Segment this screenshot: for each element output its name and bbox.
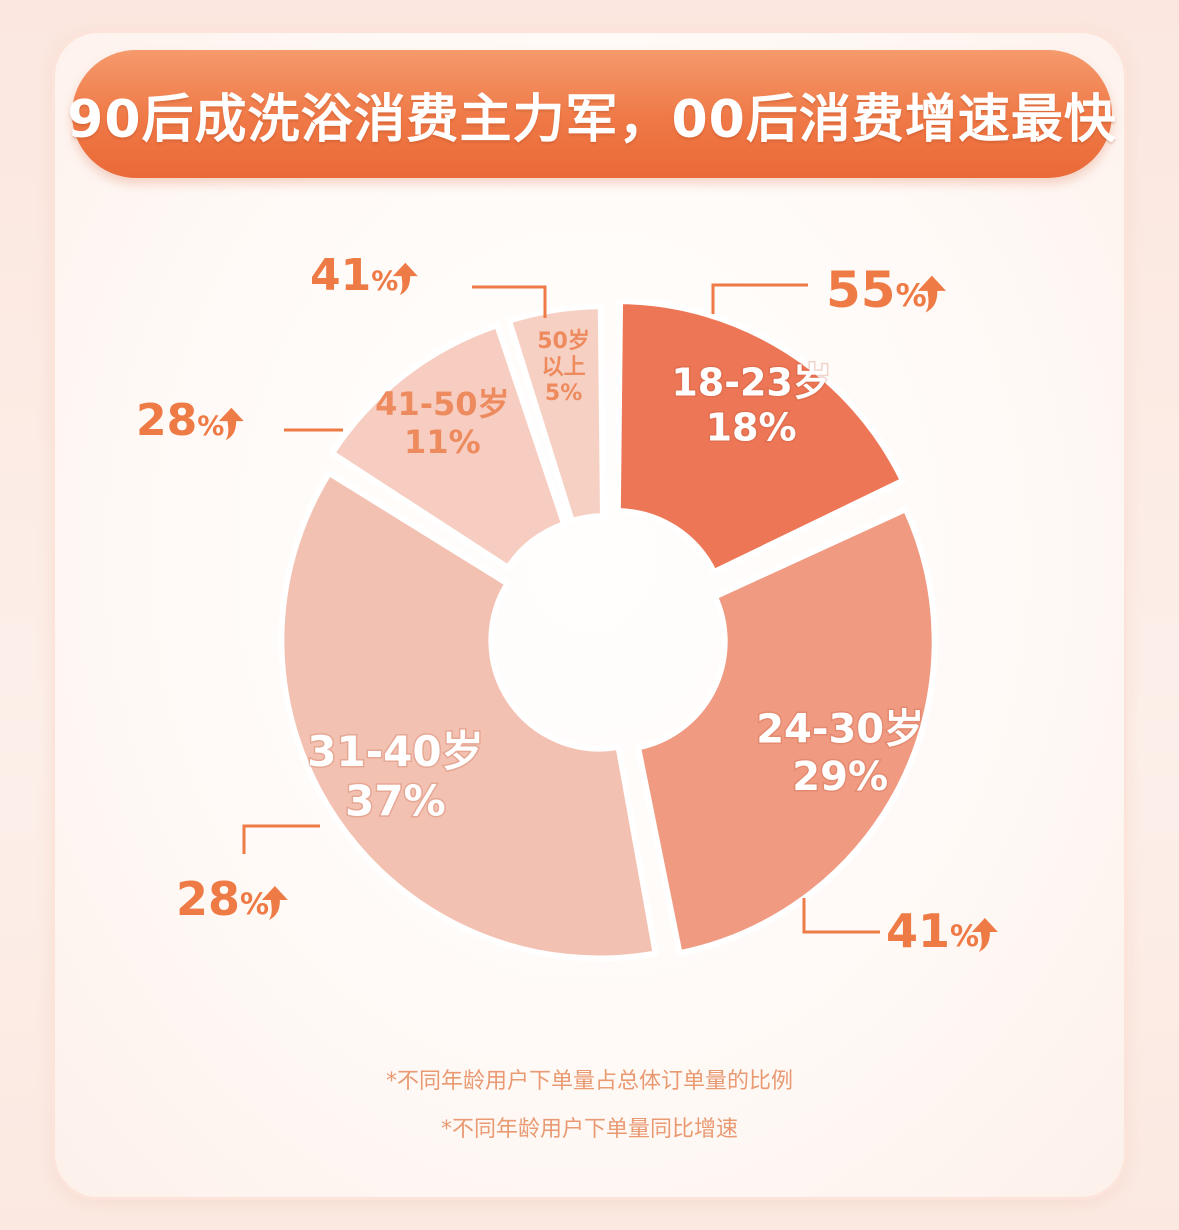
leader-line bbox=[242, 824, 320, 854]
leader-line bbox=[802, 898, 880, 934]
slice-category-label: 18-23岁 bbox=[671, 360, 831, 404]
up-arrow-icon bbox=[971, 918, 998, 952]
growth-labels-group: 55% 41% 28% 28% 41% bbox=[136, 250, 998, 958]
slice-value-label: 29% bbox=[792, 754, 888, 800]
slice-category-label: 以上 bbox=[542, 355, 586, 380]
page-title: 90后成洗浴消费主力军，00后消费增速最快 bbox=[67, 89, 1117, 150]
growth-label: 41% bbox=[886, 904, 979, 958]
slice-31-40岁 bbox=[278, 469, 659, 962]
up-arrow-icon bbox=[917, 275, 947, 313]
slice-value-label: 37% bbox=[345, 776, 446, 825]
up-arrow-icon bbox=[392, 262, 418, 296]
slice-category-label: 31-40岁 bbox=[307, 727, 483, 776]
slice-50岁以上 bbox=[506, 303, 606, 525]
content-card bbox=[52, 30, 1127, 1200]
leader-line bbox=[472, 285, 547, 318]
slice-value-label: 11% bbox=[404, 423, 481, 461]
growth-label: 41% bbox=[310, 250, 398, 301]
slice-18-23岁 bbox=[614, 298, 907, 576]
slice-41-50岁 bbox=[328, 322, 568, 571]
growth-label: 55% bbox=[826, 261, 927, 319]
slice-value-label: 5% bbox=[545, 381, 582, 406]
leader-lines-group bbox=[242, 283, 880, 934]
slice-24-30岁 bbox=[635, 506, 938, 957]
growth-label: 28% bbox=[176, 872, 269, 926]
footnote-growth: *不同年龄用户下单量同比增速 bbox=[440, 1117, 738, 1142]
footnote-share: *不同年龄用户下单量占总体订单量的比例 bbox=[385, 1069, 793, 1094]
slices-group bbox=[278, 298, 938, 962]
slice-category-label: 50岁 bbox=[537, 328, 590, 354]
up-arrow-icon bbox=[261, 886, 288, 920]
title-banner: 90后成洗浴消费主力军，00后消费增速最快 bbox=[67, 50, 1116, 178]
leader-line bbox=[711, 283, 808, 314]
slice-value-label: 18% bbox=[706, 405, 797, 449]
slice-category-label: 24-30岁 bbox=[756, 707, 924, 753]
growth-label: 28% bbox=[136, 395, 224, 446]
slice-category-label: 41-50岁 bbox=[375, 385, 509, 423]
up-arrow-icon bbox=[218, 407, 244, 441]
